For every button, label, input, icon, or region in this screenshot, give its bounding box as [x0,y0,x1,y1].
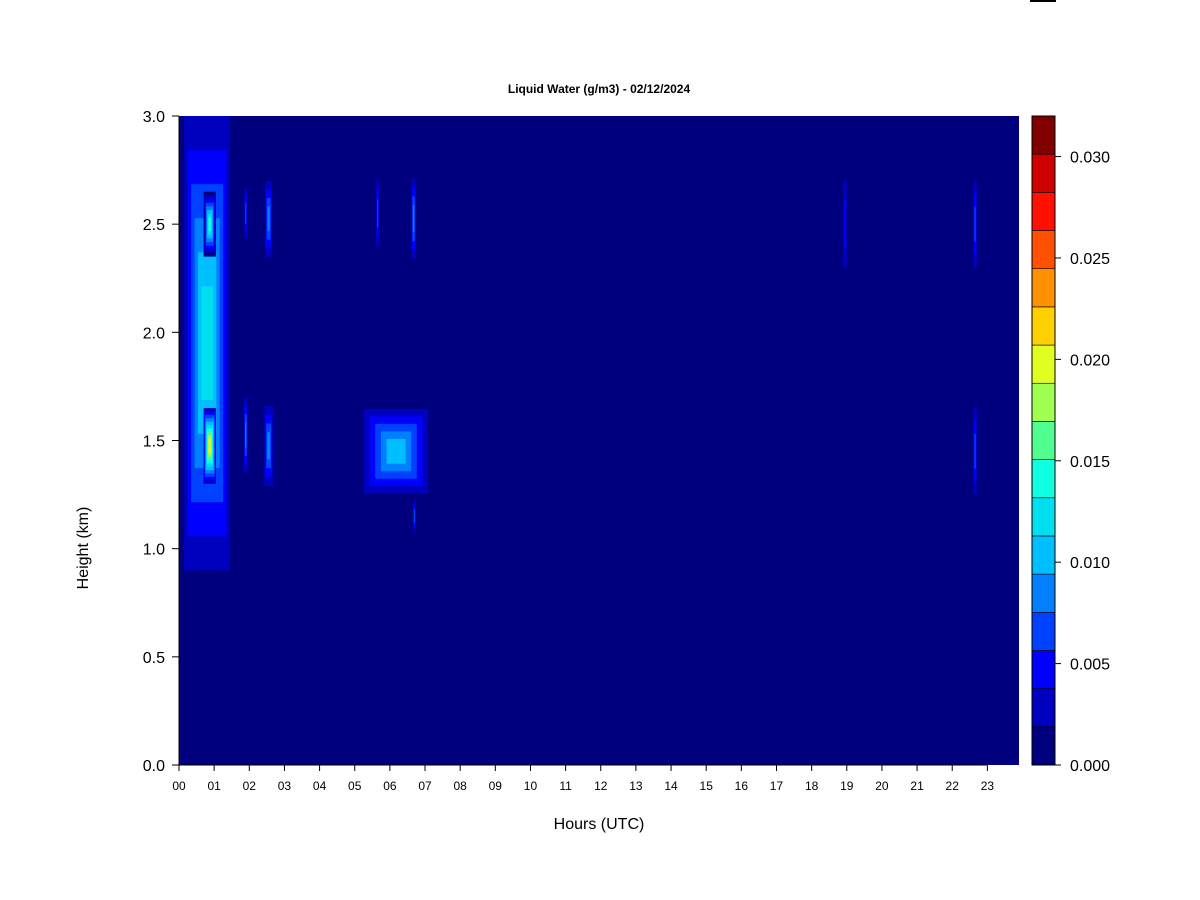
colorbar-segment [1031,192,1056,231]
colorbar-segment [1031,344,1056,384]
x-tick-label: 23 [981,779,995,793]
x-tick-label: 00 [172,779,186,793]
x-tick-label: 16 [735,779,749,793]
x-tick-label: 10 [524,779,538,793]
colorbar-segment [1031,726,1056,766]
colorbar-tick-label: 0.030 [1070,150,1110,167]
corner-mark [1030,0,1056,2]
x-tick-label: 19 [840,779,854,793]
heatmap-cell [208,217,212,232]
x-tick-label: 22 [946,779,960,793]
x-tick-label: 11 [559,779,572,793]
heatmap-cell [208,438,211,454]
y-tick-label: 2.5 [143,217,165,234]
plot-background [179,116,1019,765]
colorbar-segment [1031,459,1056,499]
colorbar-segment [1031,611,1056,651]
heatmap-cell [412,205,415,233]
y-tick-label: 1.5 [143,434,165,451]
colorbar-segment [1031,497,1056,537]
y-tick-label: 2.0 [143,325,165,342]
x-tick-label: 05 [348,779,362,793]
colorbar-segment [1031,230,1056,270]
colorbar-segment [1031,573,1056,613]
x-tick-label: 09 [489,779,503,793]
plot-area [179,116,1019,765]
colorbar-segment [1031,153,1056,193]
heatmap-cell [844,200,846,248]
colorbar-segment [1031,268,1056,308]
x-tick-label: 13 [629,779,643,793]
colorbar-segment [1031,306,1056,346]
colorbar-tick-label: 0.020 [1070,352,1110,369]
heatmap-cell [413,509,416,524]
x-tick-label: 18 [805,779,819,793]
x-tick-label: 03 [278,779,292,793]
colorbar-segment [1031,688,1056,728]
colorbar-tick-label: 0.025 [1070,251,1110,268]
heatmap-cell [267,206,270,232]
colorbar-segment [1031,421,1056,460]
y-tick-label: 3.0 [143,109,165,126]
x-tick-label: 20 [875,779,889,793]
heatmap-cell [201,286,213,400]
x-tick-label: 06 [383,779,397,793]
heatmap-cell [377,199,379,228]
heatmap-cell [974,206,976,242]
colorbar-tick-label: 0.015 [1070,454,1110,471]
liquid-water-features [184,116,977,571]
colorbar-segment [1031,650,1056,689]
colorbar-tick-label: 0.010 [1070,555,1110,572]
x-tick-label: 14 [664,779,678,793]
heatmap-cell [267,432,271,460]
x-tick-label: 21 [910,779,924,793]
colorbar-tick-label: 0.000 [1070,758,1110,775]
colorbar-segment [1031,115,1056,155]
x-tick-label: 07 [418,779,432,793]
x-tick-label: 17 [770,779,784,793]
colorbar: 0.000 0.005 0.010 0.015 0.020 0.025 0.030 [1031,115,1110,775]
colorbar-segment [1031,535,1056,575]
x-tick-label: 12 [594,779,608,793]
chart-title: Liquid Water (g/m3) - 02/12/2024 [508,82,691,96]
x-axis-label: Hours (UTC) [554,816,645,833]
heatmap-cell [386,438,406,464]
heatmap-cell [245,202,247,224]
heatmap-cell [245,422,247,448]
x-tick-label: 02 [243,779,257,793]
colorbar-segment [1031,382,1056,422]
y-tick-label: 0.0 [143,758,165,775]
y-tick-label: 1.0 [143,542,165,559]
colorbar-tick-label: 0.005 [1070,657,1110,674]
x-tick-label: 04 [313,779,327,793]
axes: 0.0 0.5 1.0 1.5 2.0 2.5 3.0 00 01 02 03 04 05 06 07 08 0… [143,109,995,793]
x-tick-label: 08 [453,779,467,793]
colorbar-frame [1031,115,1056,766]
y-axis-label: Height (km) [75,507,92,590]
heatmap-cell [974,434,976,469]
x-tick-label: 01 [207,779,221,793]
x-tick-label: 15 [700,779,714,793]
y-tick-label: 0.5 [143,650,165,667]
